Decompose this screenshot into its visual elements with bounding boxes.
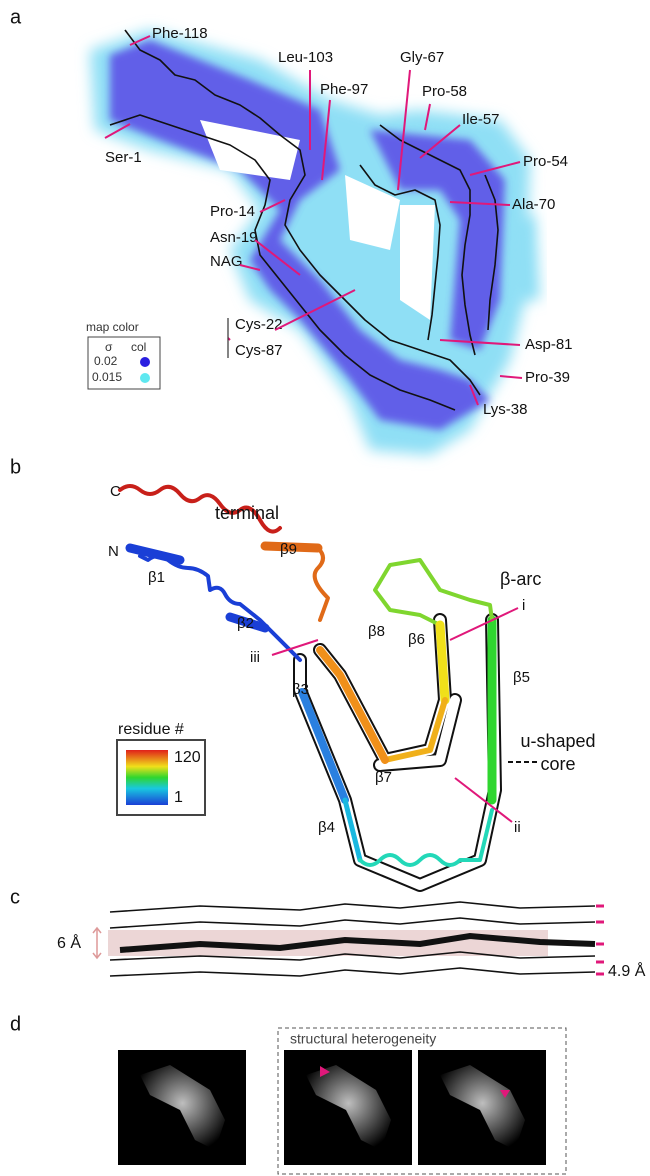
shape xyxy=(596,904,604,976)
shape xyxy=(306,1065,391,1150)
shape xyxy=(92,926,102,960)
panel-label: b xyxy=(10,456,21,478)
arc-label: β-arc xyxy=(500,569,541,589)
em-images xyxy=(118,1050,546,1165)
residue-label: Ala-70 xyxy=(512,196,555,213)
dashed-box xyxy=(277,1027,567,1175)
residue-label: Cys-22 xyxy=(235,316,283,333)
height-label: 6 Å xyxy=(57,933,81,952)
shape xyxy=(260,541,323,553)
strand-label: β5 xyxy=(513,669,530,686)
residue-label: Ile-57 xyxy=(462,111,500,128)
legend-level: 0.015 xyxy=(92,370,122,384)
residue-label: Pro-39 xyxy=(525,369,570,386)
strand-label: β6 xyxy=(408,631,425,648)
shape xyxy=(118,484,282,534)
shape xyxy=(119,932,596,953)
residue-label: Asp-81 xyxy=(525,336,573,353)
legend-header: σ xyxy=(105,340,113,354)
terminal-label: terminal xyxy=(215,503,279,523)
fibril-stack xyxy=(92,901,604,977)
shape xyxy=(358,808,494,867)
residue-labels: Phe-118 Leu-103 Phe-97 Gly-67 Pro-58 Ile… xyxy=(104,25,573,418)
map-legend: map color σ col 0.02 0.015 xyxy=(86,320,161,390)
spacing-label: 4.9 Å xyxy=(608,961,646,980)
residue-label: Pro-14 xyxy=(210,203,255,220)
strand-label: β8 xyxy=(368,623,385,640)
colorbar: residue # 120 1 xyxy=(116,721,206,816)
panel-label: c xyxy=(10,886,20,908)
shape xyxy=(271,607,519,823)
shape xyxy=(125,543,270,633)
panel-label: d xyxy=(10,1013,21,1035)
colorbar-gradient xyxy=(126,750,168,805)
residue-label: Leu-103 xyxy=(278,49,333,66)
strand-label: β9 xyxy=(280,541,297,558)
site-label: ii xyxy=(514,819,521,836)
colorbar-title: residue # xyxy=(118,721,184,738)
colorbar-max: 120 xyxy=(174,749,201,766)
colorbar-min: 1 xyxy=(174,789,183,806)
strand-label: β7 xyxy=(375,769,392,786)
density-map xyxy=(90,29,540,455)
terminus-label: N xyxy=(108,543,119,560)
shape xyxy=(104,35,523,406)
residue-label: Ser-1 xyxy=(105,149,142,166)
residue-label: NAG xyxy=(210,253,243,270)
site-label: iii xyxy=(250,649,260,666)
residue-label: Gly-67 xyxy=(400,49,444,66)
terminus-label: C xyxy=(110,483,121,500)
shape xyxy=(440,1065,525,1150)
shape xyxy=(140,1065,225,1150)
shape xyxy=(312,546,330,622)
residue-label: Phe-97 xyxy=(320,81,368,98)
legend-header: col xyxy=(131,340,146,354)
legend-swatch xyxy=(140,373,150,383)
legend-level: 0.02 xyxy=(94,354,118,368)
shape xyxy=(370,130,505,350)
shape xyxy=(382,697,448,763)
shape xyxy=(435,620,450,705)
strand-label: β3 xyxy=(292,681,309,698)
strand-label: β1 xyxy=(148,569,165,586)
core-label: u-shaped xyxy=(520,731,595,751)
shape xyxy=(109,901,596,977)
strand-label: β2 xyxy=(237,615,254,632)
ribbon xyxy=(118,484,502,892)
residue-label: Phe-118 xyxy=(152,25,208,42)
caption: structural heterogeneity xyxy=(290,1031,436,1047)
shape xyxy=(342,797,363,863)
shape xyxy=(505,215,540,300)
legend-swatch xyxy=(140,357,150,367)
legend-title: map color xyxy=(86,320,139,334)
residue-label: Cys-87 xyxy=(235,342,283,359)
panel-label: a xyxy=(10,6,22,28)
core-label: core xyxy=(540,754,575,774)
residue-label: Asn-19 xyxy=(210,229,258,246)
shape xyxy=(124,29,481,396)
shape xyxy=(359,164,441,341)
shape xyxy=(484,174,499,331)
shape xyxy=(373,558,494,627)
shape xyxy=(200,120,435,320)
residue-label: Lys-38 xyxy=(483,401,527,418)
shape xyxy=(298,688,349,804)
site-label: i xyxy=(522,597,525,614)
residue-label: Pro-58 xyxy=(422,83,467,100)
shape xyxy=(316,646,389,764)
residue-label: Pro-54 xyxy=(523,153,568,170)
strand-label: β4 xyxy=(318,819,335,836)
